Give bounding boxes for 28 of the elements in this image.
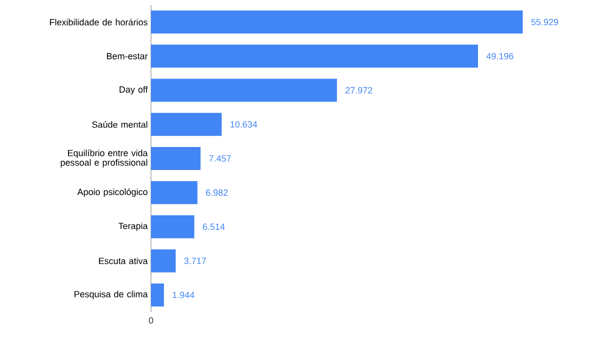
y-tick-label: Terapia <box>118 222 148 231</box>
data-label: 7.457 <box>209 155 231 162</box>
bar <box>151 215 194 238</box>
y-tick-label: Apoio psicológico <box>77 188 148 197</box>
bar <box>151 181 198 204</box>
y-tick-label: Day off <box>120 86 148 94</box>
bar <box>151 44 478 68</box>
data-label: 55.929 <box>531 18 558 26</box>
text: 0 <box>148 317 154 324</box>
bar <box>151 249 176 272</box>
bar <box>151 283 164 306</box>
data-label: 49.196 <box>486 52 514 60</box>
bar <box>151 10 523 34</box>
y-tick-label: Pesquisa de clima <box>74 290 148 300</box>
data-label: 3.717 <box>184 258 206 264</box>
bar <box>151 147 201 170</box>
data-label: 27.972 <box>346 87 372 94</box>
y-tick-label: Flexibilidade de horários <box>50 18 148 26</box>
y-tick-label: Bem-estar <box>107 53 148 60</box>
data-label: 1.944 <box>172 292 194 298</box>
y-tick-label: Escuta ativa <box>99 258 148 264</box>
y-tick-label: Equilíbrio entre vida pessoal e profissional <box>60 150 148 168</box>
y-tick-label: Saúde mental <box>92 121 148 128</box>
data-label: 6.514 <box>202 224 225 230</box>
bar <box>151 112 222 136</box>
data-label: 10.634 <box>230 121 258 128</box>
bar <box>151 78 337 102</box>
data-label: 6.982 <box>206 189 228 196</box>
